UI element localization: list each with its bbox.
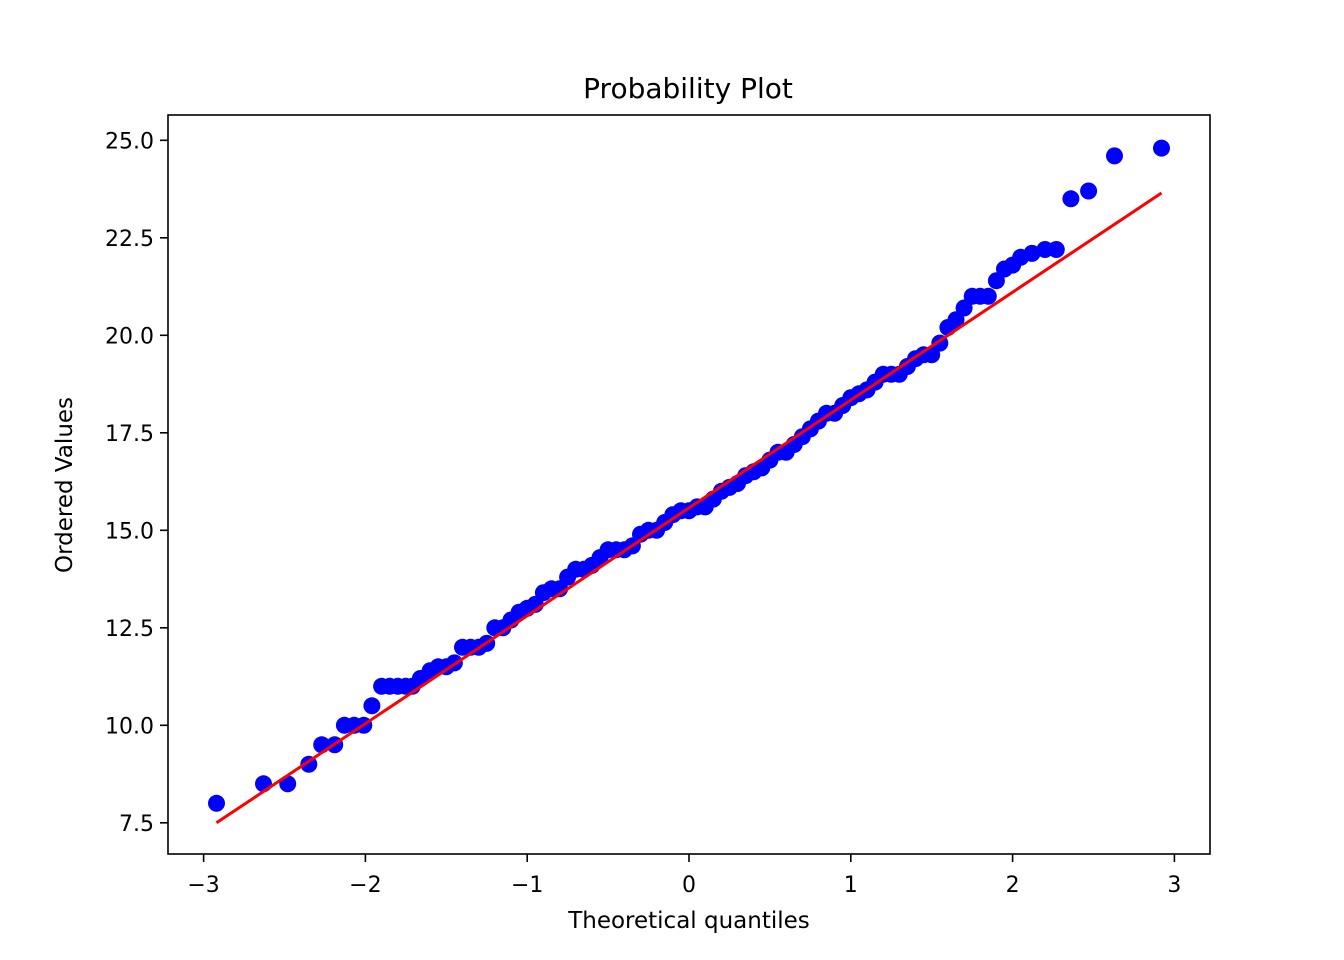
x-tick-label: 3 — [1167, 873, 1181, 898]
y-tick-label: 20.0 — [105, 324, 154, 349]
x-tick-label: 1 — [844, 873, 858, 898]
x-tick-label: −1 — [511, 873, 543, 898]
data-point — [1106, 147, 1123, 165]
y-axis-label: Ordered Values — [52, 397, 78, 573]
data-point — [1062, 190, 1080, 208]
chart-title: Probability Plot — [583, 72, 793, 105]
y-tick-label: 7.5 — [119, 812, 154, 837]
data-point — [1080, 182, 1098, 200]
data-point — [1153, 139, 1170, 157]
data-point — [1023, 244, 1041, 262]
x-axis-label: Theoretical quantiles — [567, 908, 810, 934]
y-tick-label: 12.5 — [105, 617, 154, 642]
y-axis-ticks: 7.5 10.0 12.5 15.0 17.5 20.0 22.5 25.0 — [105, 129, 168, 837]
y-tick-label: 15.0 — [105, 519, 154, 544]
data-point — [1047, 241, 1065, 258]
y-tick-label: 25.0 — [105, 129, 154, 154]
x-tick-label: 2 — [1006, 873, 1020, 898]
fit-line — [215, 191, 1163, 825]
data-point — [363, 697, 381, 715]
y-tick-label: 10.0 — [105, 714, 154, 739]
y-tick-label: 17.5 — [105, 422, 154, 447]
fit-line-layer — [215, 191, 1163, 825]
plot-frame — [167, 114, 1211, 855]
x-tick-label: −2 — [349, 873, 381, 898]
data-point — [979, 287, 997, 305]
y-tick-label: 22.5 — [105, 227, 154, 252]
x-tick-label: −3 — [187, 873, 219, 898]
x-tick-label: 0 — [682, 873, 696, 898]
x-axis-ticks: −3 −2 −1 0 1 2 3 — [187, 854, 1181, 898]
data-point — [208, 794, 225, 812]
